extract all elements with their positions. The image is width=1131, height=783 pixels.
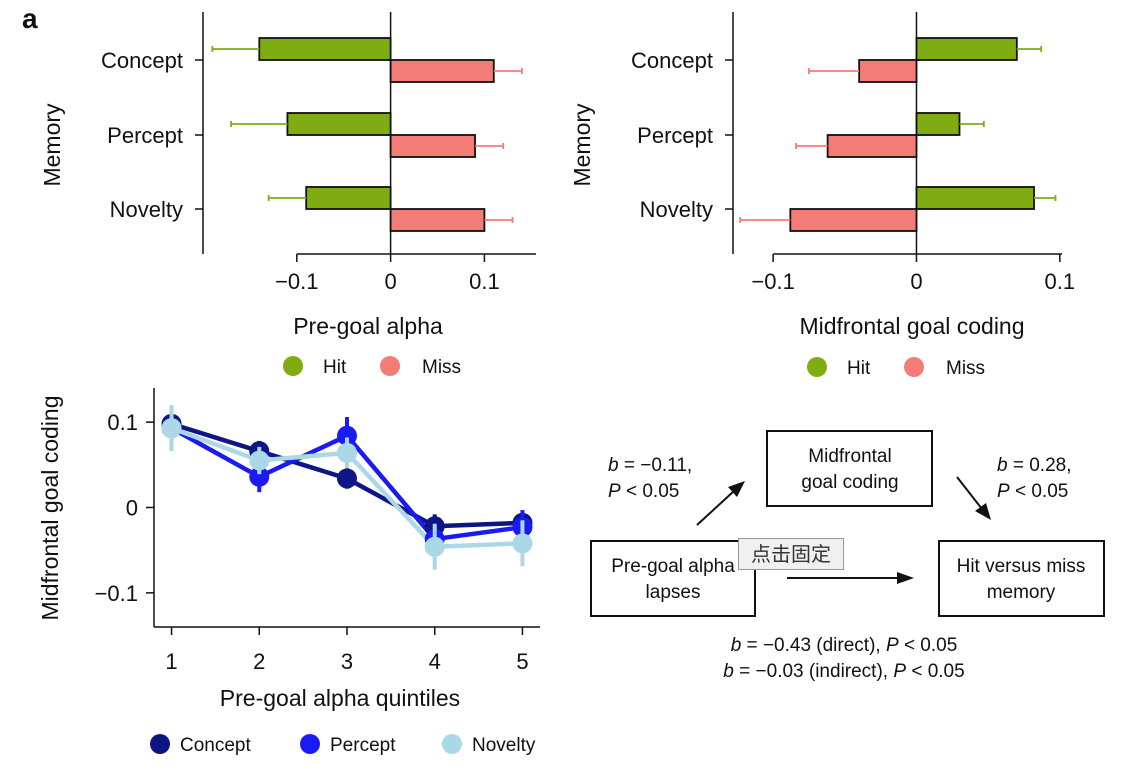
x-tick-label: 1 [165, 649, 177, 674]
chart-midfrontal-goal-coding: Memory Midfrontal goal coding Hit Miss −… [569, 12, 1075, 379]
y-tick-label: −0.1 [95, 581, 138, 606]
chart2-legend: Hit Miss [807, 357, 985, 379]
bar-hit [915, 112, 961, 136]
chart-quintiles: Midfrontal goal coding Pre-goal alpha qu… [37, 388, 540, 756]
path-b-coef: b = 0.28, [997, 455, 1072, 476]
bar-miss [858, 59, 918, 83]
legend-novelty-marker [442, 734, 462, 754]
legend-concept-label: Concept [180, 735, 251, 756]
bar-hit [286, 112, 392, 136]
y-tick-label: Percept [637, 123, 713, 148]
chart2-x-title: Midfrontal goal coding [799, 313, 1024, 339]
legend-percept-label: Percept [330, 735, 396, 756]
x-tick-label: 5 [516, 649, 528, 674]
mediator-box-line2: goal coding [801, 472, 898, 493]
chart1-x-title: Pre-goal alpha [293, 313, 443, 339]
point-novelty [424, 536, 445, 557]
path-c-arrow [787, 572, 914, 584]
point-novelty [161, 418, 182, 439]
legend-percept-marker [300, 734, 320, 754]
panel-label: a [22, 3, 38, 34]
predictor-box-line2: lapses [646, 582, 701, 603]
legend-concept-marker [150, 734, 170, 754]
legend-novelty-label: Novelty [472, 735, 536, 756]
bar-miss [826, 134, 918, 158]
path-a-p: P < 0.05 [608, 481, 679, 502]
point-percept [249, 466, 270, 487]
legend-hit-label: Hit [323, 357, 347, 378]
x-tick-label: −0.1 [751, 269, 794, 294]
chart3-x-title: Pre-goal alpha quintiles [220, 685, 460, 711]
predictor-box-line1: Pre-goal alpha [611, 556, 735, 577]
bar-hit [915, 186, 1035, 210]
bar-miss [789, 208, 918, 232]
bar-miss [389, 134, 476, 158]
point-novelty [249, 450, 270, 471]
y-tick-label: Percept [107, 123, 183, 148]
chart1-y-title: Memory [39, 103, 65, 187]
outcome-box: Hit versus miss memory [938, 540, 1105, 617]
bar-hit [305, 186, 392, 210]
y-tick-label: 0.1 [107, 410, 138, 435]
legend-miss-label: Miss [946, 358, 985, 379]
bar-hit [258, 37, 392, 61]
path-b-p: P < 0.05 [997, 481, 1068, 502]
legend-hit-label: Hit [847, 358, 871, 379]
point-novelty [337, 442, 357, 463]
y-tick-label: Concept [631, 48, 713, 73]
chart3-y-title: Midfrontal goal coding [37, 395, 63, 620]
path-a-coef: b = −0.11, [608, 455, 692, 476]
chart1-legend: Hit Miss [283, 356, 461, 378]
x-tick-label: 2 [253, 649, 265, 674]
mediator-box-line1: Midfrontal [808, 446, 891, 467]
path-b-arrow [956, 476, 991, 520]
chart3-legend: Concept Percept Novelty [150, 734, 536, 756]
x-tick-label: 0.1 [1045, 269, 1076, 294]
direct-effect: b = −0.43 (direct), P < 0.05 [731, 635, 958, 656]
legend-miss-label: Miss [422, 357, 461, 378]
path-a-arrow [696, 481, 745, 526]
point-percept [337, 425, 357, 446]
legend-miss-marker [380, 356, 400, 376]
bar-miss [389, 59, 495, 83]
predictor-box: Pre-goal alpha lapses [590, 540, 756, 617]
chart2-y-title: Memory [569, 103, 595, 187]
mediation-diagram: Midfrontal goal coding Pre-goal alpha la… [590, 430, 1105, 682]
outcome-box-line1: Hit versus miss [957, 556, 1086, 577]
bar-hit [915, 37, 1018, 61]
outcome-box-line2: memory [987, 582, 1056, 603]
legend-hit-marker [283, 356, 303, 376]
point-concept [337, 468, 357, 489]
y-tick-label: Concept [101, 48, 183, 73]
bar-miss [389, 208, 486, 232]
mediator-box: Midfrontal goal coding [766, 430, 933, 507]
x-tick-label: −0.1 [275, 269, 318, 294]
x-tick-label: 4 [429, 649, 441, 674]
y-tick-label: Novelty [640, 197, 713, 222]
indirect-effect: b = −0.03 (indirect), P < 0.05 [723, 661, 964, 682]
x-tick-label: 3 [341, 649, 353, 674]
point-novelty [512, 533, 533, 554]
y-tick-label: 0 [126, 496, 138, 521]
chart-pre-goal-alpha: Memory Pre-goal alpha Hit Miss −0.1 0 0.1 C… [39, 12, 536, 378]
x-tick-label: 0 [910, 269, 922, 294]
x-tick-label: 0.1 [469, 269, 500, 294]
legend-hit-marker [807, 357, 827, 377]
legend-miss-marker [904, 357, 924, 377]
pin-tooltip-button[interactable]: 点击固定 [738, 538, 844, 570]
x-tick-label: 0 [384, 269, 396, 294]
y-tick-label: Novelty [110, 197, 183, 222]
